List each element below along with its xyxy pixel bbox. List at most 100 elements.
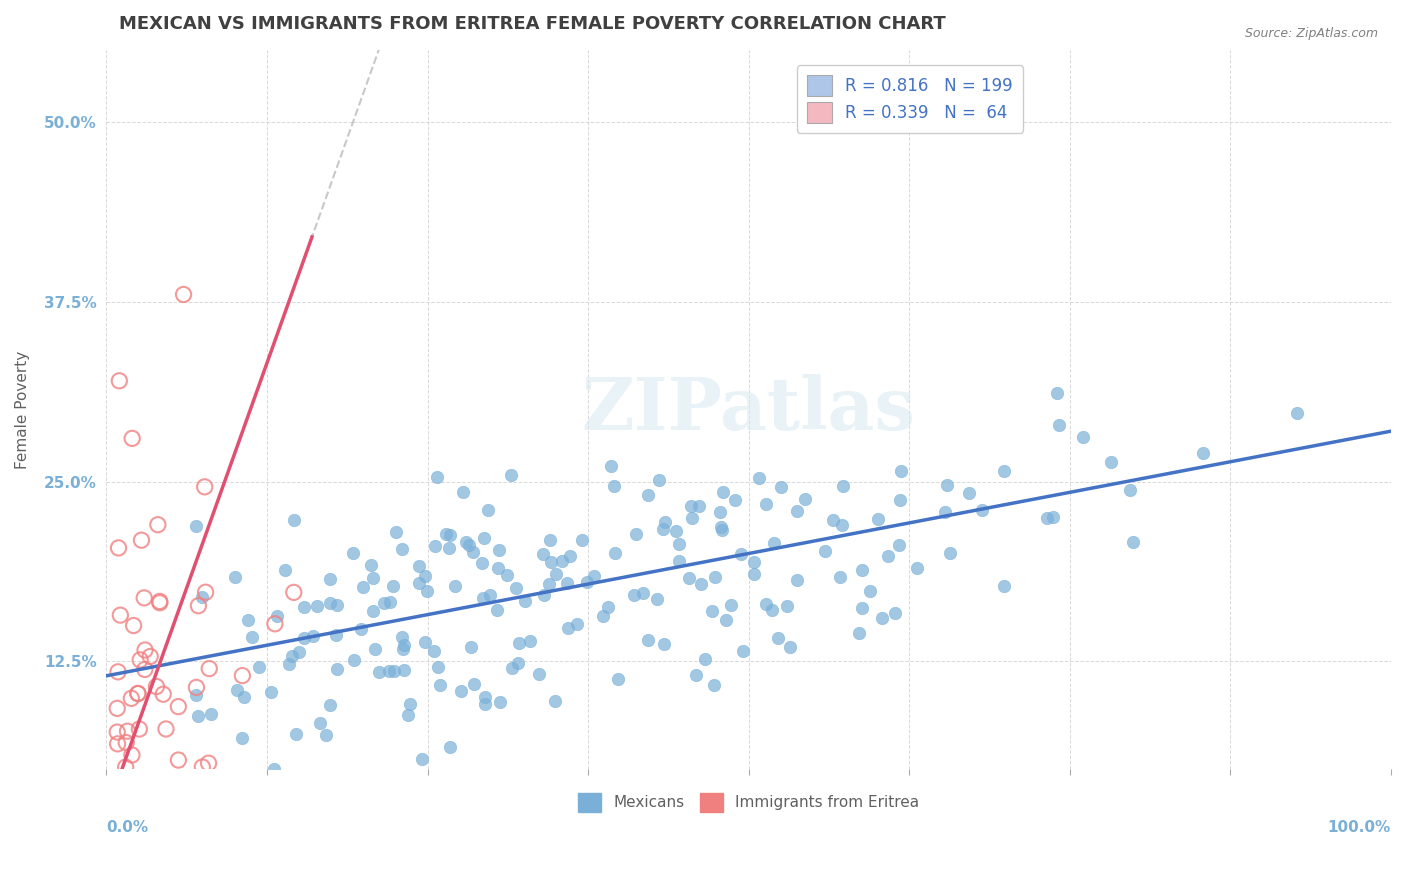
Point	[416, 584, 439, 599]
Point	[187, 599, 209, 613]
Point	[776, 599, 799, 614]
Point	[225, 783, 247, 797]
Point	[145, 680, 167, 694]
Point	[391, 542, 413, 557]
Point	[197, 756, 219, 771]
Point	[342, 546, 364, 560]
Point	[373, 596, 395, 610]
Point	[1122, 535, 1144, 549]
Point	[169, 782, 191, 797]
Point	[107, 541, 129, 555]
Point	[343, 653, 366, 667]
Point	[551, 553, 574, 567]
Point	[325, 628, 347, 642]
Point	[731, 644, 754, 658]
Point	[519, 634, 541, 648]
Point	[224, 570, 246, 584]
Point	[527, 667, 550, 681]
Point	[711, 484, 734, 499]
Point	[496, 568, 519, 582]
Point	[1119, 483, 1142, 498]
Point	[129, 653, 152, 667]
Point	[463, 676, 485, 690]
Point	[688, 499, 710, 513]
Point	[128, 722, 150, 736]
Point	[437, 541, 460, 556]
Point	[823, 513, 845, 527]
Point	[889, 538, 911, 552]
Point	[408, 559, 430, 574]
Point	[434, 526, 457, 541]
Point	[681, 500, 703, 514]
Point	[423, 539, 446, 553]
Point	[681, 511, 703, 525]
Point	[423, 644, 446, 658]
Point	[439, 739, 461, 754]
Point	[350, 622, 373, 636]
Point	[247, 660, 270, 674]
Point	[225, 683, 247, 698]
Point	[231, 731, 253, 745]
Point	[555, 575, 578, 590]
Point	[851, 563, 873, 577]
Point	[868, 512, 890, 526]
Point	[709, 505, 731, 519]
Text: 100.0%: 100.0%	[1327, 820, 1391, 835]
Point	[957, 486, 980, 500]
Point	[828, 570, 851, 584]
Point	[786, 573, 808, 587]
Point	[1042, 510, 1064, 524]
Point	[565, 617, 588, 632]
Point	[1286, 406, 1309, 420]
Point	[934, 505, 956, 519]
Point	[411, 752, 433, 766]
Point	[129, 790, 152, 805]
Point	[149, 834, 172, 848]
Point	[762, 535, 785, 549]
Point	[668, 537, 690, 551]
Point	[851, 600, 873, 615]
Text: MEXICAN VS IMMIGRANTS FROM ERITREA FEMALE POVERTY CORRELATION CHART: MEXICAN VS IMMIGRANTS FROM ERITREA FEMAL…	[120, 15, 946, 33]
Point	[167, 753, 190, 767]
Point	[377, 664, 399, 678]
Point	[506, 656, 529, 670]
Point	[690, 577, 713, 591]
Point	[704, 570, 727, 584]
Point	[360, 558, 382, 573]
Point	[766, 632, 789, 646]
Point	[678, 571, 700, 585]
Point	[100, 781, 122, 796]
Point	[700, 604, 723, 618]
Point	[472, 591, 495, 606]
Point	[186, 688, 208, 702]
Point	[685, 667, 707, 681]
Point	[1071, 430, 1094, 444]
Point	[571, 533, 593, 547]
Point	[1191, 446, 1213, 460]
Point	[499, 467, 522, 482]
Point	[1036, 510, 1059, 524]
Point	[652, 637, 675, 651]
Point	[104, 834, 127, 848]
Point	[98, 834, 121, 848]
Point	[353, 580, 375, 594]
Point	[361, 604, 384, 618]
Point	[309, 716, 332, 731]
Point	[264, 616, 287, 631]
Point	[326, 662, 349, 676]
Point	[129, 827, 152, 841]
Point	[315, 728, 337, 742]
Point	[139, 649, 162, 664]
Point	[110, 814, 132, 829]
Point	[305, 599, 328, 614]
Point	[198, 662, 221, 676]
Point	[471, 556, 494, 570]
Point	[391, 642, 413, 657]
Point	[665, 524, 688, 538]
Point	[173, 287, 195, 301]
Point	[155, 722, 177, 736]
Point	[859, 583, 882, 598]
Point	[477, 502, 499, 516]
Point	[394, 663, 416, 677]
Point	[368, 665, 391, 680]
